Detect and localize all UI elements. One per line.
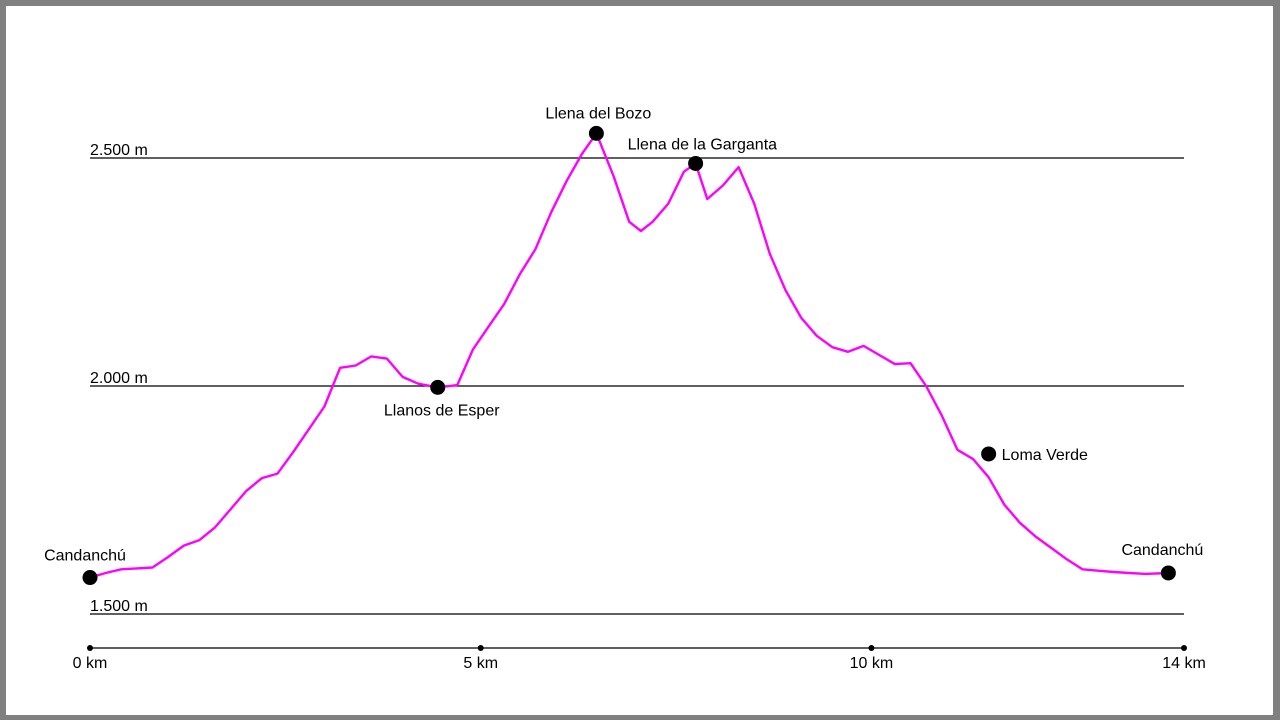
distance-tick-label: 10 km [850,655,894,672]
distance-tick-dot [87,645,93,651]
waypoint-label: Llena del Bozo [545,105,651,122]
distance-tick-dot [868,645,875,651]
waypoint-marker [688,155,704,171]
waypoint-marker [430,379,446,395]
waypoint-label: Llanos de Esper [384,402,500,419]
waypoint-marker [981,446,997,462]
distance-tick-dot [477,645,484,651]
distance-tick-label: 14 km [1162,655,1206,672]
elevation-profile-chart: 1.500 m 2.000 m 2.500 m 0 km 5 km 10 km 14 km… [44,105,1206,672]
x-axis-group: 0 km 5 km 10 km 14 km [73,645,1206,672]
waypoint-marker [588,125,604,141]
distance-tick-label: 0 km [73,655,108,672]
elevation-gridline-label: 2.000 m [90,370,148,387]
waypoints-group: Candanchú Llanos de Esper Llena del Bozo Ll… [44,105,1203,586]
gridlines-group: 1.500 m 2.000 m 2.500 m [90,142,1184,615]
waypoint-label: Llena de la Garganta [628,136,778,153]
elevation-profile-line [88,132,1170,579]
waypoint-label: Loma Verde [1002,447,1088,464]
chart-frame: 1.500 m 2.000 m 2.500 m 0 km 5 km 10 km 14 km… [6,6,1273,715]
distance-tick-dot [1181,645,1187,651]
distance-tick-label: 5 km [463,655,498,672]
elevation-gridline-label: 1.500 m [90,598,148,615]
waypoint-marker [1160,565,1176,581]
elevation-gridline-label: 2.500 m [90,142,148,159]
waypoint-label: Candanchú [1121,542,1203,559]
waypoint-label: Candanchú [44,548,126,565]
series-group [88,132,1170,579]
waypoint-marker [82,570,98,586]
